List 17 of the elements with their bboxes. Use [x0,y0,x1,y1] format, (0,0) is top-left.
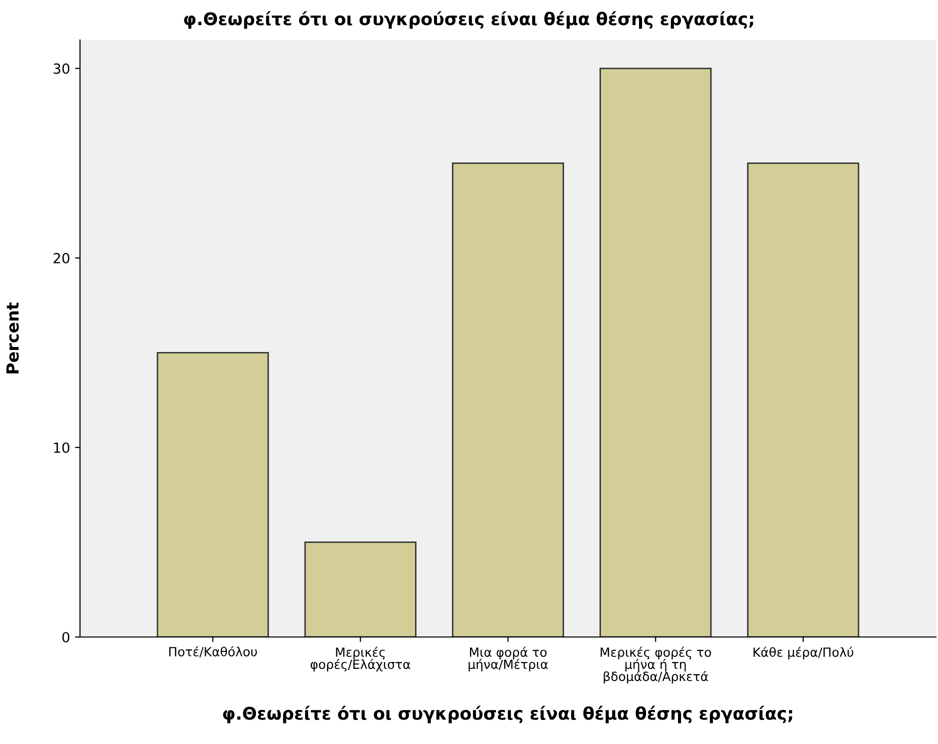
y-tick-label: 30 [54,63,70,74]
x-tick-label: Μερικές φορές/Ελάχιστα [310,646,410,672]
bar [747,162,860,637]
y-tick-label: 20 [54,252,70,264]
x-tick-label: Κάθε μέρα/Πολύ [754,646,854,660]
y-tick-label: 10 [54,442,70,453]
bar [600,68,712,637]
y-tick-label: 0 [62,632,70,642]
chart-title: φ.Θεωρείτε ότι οι συγκρούσεις είναι θέμα θέσης εργασίας; [184,11,754,29]
bar [304,542,416,637]
x-tick-label: Μια φορά το μήνα/Μέτρια [468,646,548,672]
bar [156,352,269,637]
x-axis-title: φ.Θεωρείτε ότι οι συγκρούσεις είναι θέμα θέσης εργασίας; [223,706,792,724]
y-axis-title: Percent [6,302,19,374]
x-tick-label: Μερικές φορές το μήνα ή τη βδομάδα/Αρκετά [600,646,712,684]
bar [452,162,564,637]
x-tick-label: Ποτέ/Καθόλου [169,646,257,658]
